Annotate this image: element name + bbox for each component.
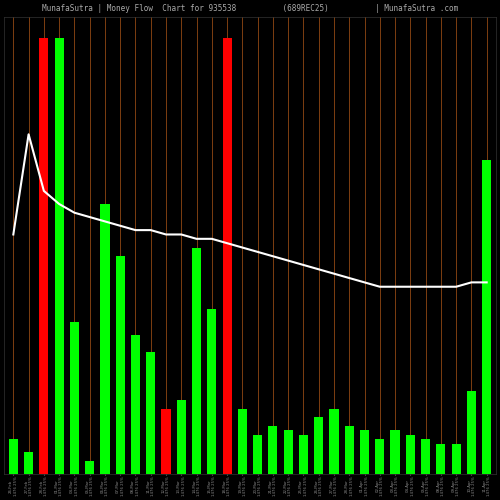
Bar [467, 392, 476, 474]
Bar [375, 439, 384, 474]
Bar [207, 308, 216, 474]
Bar [436, 444, 446, 474]
Bar [406, 435, 415, 474]
Bar [100, 204, 110, 474]
Bar [176, 400, 186, 474]
Bar [85, 461, 94, 474]
Bar [330, 408, 338, 474]
Bar [268, 426, 278, 474]
Bar [8, 439, 18, 474]
Bar [146, 352, 156, 474]
Bar [253, 435, 262, 474]
Bar [360, 430, 369, 474]
Bar [284, 430, 293, 474]
Bar [222, 38, 232, 474]
Bar [238, 408, 247, 474]
Bar [24, 452, 33, 474]
Bar [70, 322, 79, 474]
Title: MunafaSutra | Money Flow  Chart for 935538          (689REC25)          | Munafa: MunafaSutra | Money Flow Chart for 93553… [42, 4, 458, 13]
Bar [344, 426, 354, 474]
Bar [192, 248, 201, 474]
Bar [162, 408, 170, 474]
Bar [116, 256, 125, 474]
Bar [299, 435, 308, 474]
Bar [421, 439, 430, 474]
Bar [40, 38, 48, 474]
Bar [452, 444, 460, 474]
Bar [314, 418, 324, 474]
Bar [54, 38, 64, 474]
Bar [131, 334, 140, 474]
Bar [390, 430, 400, 474]
Bar [482, 160, 492, 474]
